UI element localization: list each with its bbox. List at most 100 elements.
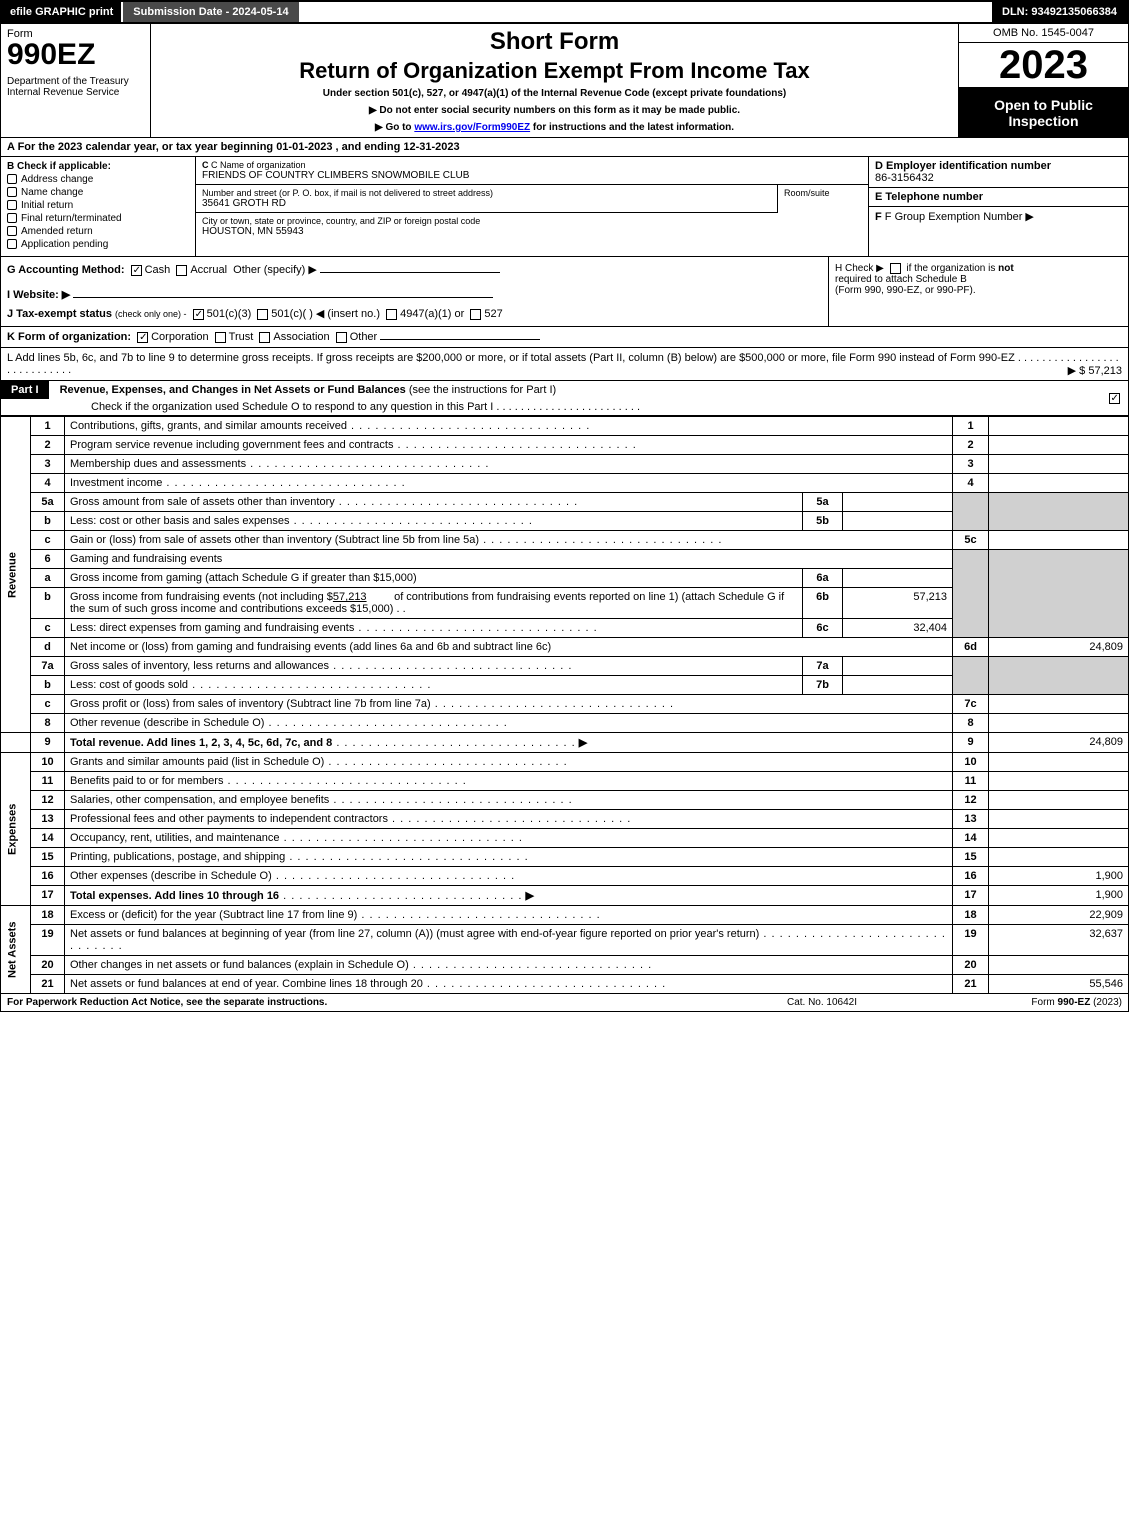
- desc-17: Total expenses. Add lines 10 through 16: [70, 890, 279, 902]
- part1-header-row: Part I Revenue, Expenses, and Changes in…: [0, 381, 1129, 416]
- bullet-2: ▶ Go to www.irs.gov/Form990EZ for instru…: [157, 122, 952, 133]
- cb-cash[interactable]: [131, 265, 142, 276]
- desc-11: Benefits paid to or for members: [70, 775, 467, 787]
- row-13: 13Professional fees and other payments t…: [1, 810, 1129, 829]
- cb-initial-return[interactable]: Initial return: [7, 200, 189, 211]
- cb-name-change[interactable]: Name change: [7, 187, 189, 198]
- row-19: 19Net assets or fund balances at beginni…: [1, 925, 1129, 956]
- cb-501c3[interactable]: [193, 309, 204, 320]
- top-bar: efile GRAPHIC print Submission Date - 20…: [0, 0, 1129, 24]
- addr-cell: Number and street (or P. O. box, if mail…: [196, 185, 778, 213]
- val-21: 55,546: [989, 975, 1129, 994]
- part1-checkbox[interactable]: [1100, 381, 1128, 415]
- cb-corp[interactable]: [137, 332, 148, 343]
- l-gross-receipts: L Add lines 5b, 6c, and 7b to line 9 to …: [0, 348, 1129, 381]
- part1-sub: (see the instructions for Part I): [409, 384, 556, 396]
- c-name-lab-text: C Name of organization: [211, 160, 306, 170]
- submission-date: Submission Date - 2024-05-14: [121, 2, 298, 22]
- desc-5c: Gain or (loss) from sale of assets other…: [70, 534, 722, 546]
- e-phone-cell: E Telephone number: [869, 188, 1128, 207]
- row-12: 12Salaries, other compensation, and empl…: [1, 791, 1129, 810]
- desc-3: Membership dues and assessments: [70, 458, 489, 470]
- cb-trust[interactable]: [215, 332, 226, 343]
- cb-other-org[interactable]: [336, 332, 347, 343]
- val-6d: 24,809: [989, 638, 1129, 657]
- h-text3: required to attach Schedule B: [835, 274, 967, 285]
- under-section-text: Under section 501(c), 527, or 4947(a)(1)…: [157, 88, 952, 99]
- cb-app-pending[interactable]: Application pending: [7, 239, 189, 250]
- g-label: G Accounting Method:: [7, 264, 125, 276]
- k-other: Other: [350, 331, 378, 343]
- org-name: FRIENDS OF COUNTRY CLIMBERS SNOWMOBILE C…: [202, 170, 862, 181]
- row-4: 4Investment income4: [1, 474, 1129, 493]
- k-other-line[interactable]: [380, 339, 540, 340]
- desc-20: Other changes in net assets or fund bala…: [70, 959, 652, 971]
- tax-year: 2023: [959, 43, 1128, 88]
- val-19: 32,637: [989, 925, 1129, 956]
- k-assoc: Association: [273, 331, 329, 343]
- side-revenue: Revenue: [1, 417, 31, 733]
- k-form-org: K Form of organization: Corporation Trus…: [0, 327, 1129, 348]
- l-amount: ▶ $ 57,213: [1068, 364, 1122, 377]
- desc-1: Contributions, gifts, grants, and simila…: [70, 420, 590, 432]
- irs-link[interactable]: www.irs.gov/Form990EZ: [414, 122, 530, 133]
- val-6c: 32,404: [843, 619, 953, 638]
- desc-2: Program service revenue including govern…: [70, 439, 637, 451]
- cb-label: Final return/terminated: [21, 213, 122, 224]
- row-7a: 7aGross sales of inventory, less returns…: [1, 657, 1129, 676]
- part1-check-text: Check if the organization used Schedule …: [91, 401, 493, 413]
- part1-table: Revenue 1Contributions, gifts, grants, a…: [0, 416, 1129, 994]
- cb-assoc[interactable]: [259, 332, 270, 343]
- short-form-title: Short Form: [157, 28, 952, 56]
- row-2: 2Program service revenue including gover…: [1, 436, 1129, 455]
- addr-label: Number and street (or P. O. box, if mail…: [202, 188, 771, 198]
- cb-address-change[interactable]: Address change: [7, 174, 189, 185]
- omb-number: OMB No. 1545-0047: [959, 24, 1128, 43]
- website-line[interactable]: [73, 297, 493, 298]
- h-text2: if the organization is: [906, 263, 998, 274]
- desc-5a: Gross amount from sale of assets other t…: [70, 496, 578, 508]
- desc-19: Net assets or fund balances at beginning…: [70, 928, 946, 952]
- h-not: not: [998, 263, 1014, 274]
- j-501c3: 501(c)(3): [207, 308, 252, 320]
- cb-527[interactable]: [470, 309, 481, 320]
- efile-print-label[interactable]: efile GRAPHIC print: [2, 2, 121, 22]
- row-1: Revenue 1Contributions, gifts, grants, a…: [1, 417, 1129, 436]
- val-6b: 57,213: [843, 588, 953, 619]
- row-18: Net Assets 18Excess or (deficit) for the…: [1, 906, 1129, 925]
- dept-label: Department of the Treasury Internal Reve…: [7, 76, 144, 98]
- desc-7b: Less: cost of goods sold: [70, 679, 431, 691]
- cb-accrual[interactable]: [176, 265, 187, 276]
- desc-5b: Less: cost or other basis and sales expe…: [70, 515, 533, 527]
- row-16: 16Other expenses (describe in Schedule O…: [1, 867, 1129, 886]
- part1-title: Revenue, Expenses, and Changes in Net As…: [60, 384, 406, 396]
- cb-amended[interactable]: Amended return: [7, 226, 189, 237]
- j-label: J Tax-exempt status: [7, 308, 112, 320]
- g-cash: Cash: [145, 264, 171, 276]
- row-10: Expenses 10Grants and similar amounts pa…: [1, 753, 1129, 772]
- f-label: F F Group Exemption Number ▶: [875, 210, 1122, 223]
- city-cell: City or town, state or province, country…: [196, 213, 868, 240]
- desc-12: Salaries, other compensation, and employ…: [70, 794, 573, 806]
- row-8: 8Other revenue (describe in Schedule O)8: [1, 714, 1129, 733]
- desc-8: Other revenue (describe in Schedule O): [70, 717, 508, 729]
- part1-title-wrap: Part I Revenue, Expenses, and Changes in…: [1, 381, 1100, 415]
- room-label: Room/suite: [784, 188, 862, 198]
- footer-right: Form 990-EZ (2023): [922, 997, 1122, 1008]
- cb-final-return[interactable]: Final return/terminated: [7, 213, 189, 224]
- i-label: I Website: ▶: [7, 289, 70, 301]
- dln-label: DLN: 93492135066384: [992, 2, 1127, 22]
- desc-4: Investment income: [70, 477, 406, 489]
- g-other-line[interactable]: [320, 272, 500, 273]
- f-group-cell: F F Group Exemption Number ▶: [869, 207, 1128, 256]
- val-16: 1,900: [989, 867, 1129, 886]
- cb-h[interactable]: [890, 263, 901, 274]
- cb-label: Application pending: [21, 239, 108, 250]
- desc-18: Excess or (deficit) for the year (Subtra…: [70, 909, 601, 921]
- desc-10: Grants and similar amounts paid (list in…: [70, 756, 568, 768]
- val-18: 22,909: [989, 906, 1129, 925]
- cb-4947[interactable]: [386, 309, 397, 320]
- side-netassets: Net Assets: [1, 906, 31, 994]
- cb-501c[interactable]: [257, 309, 268, 320]
- return-title: Return of Organization Exempt From Incom…: [157, 58, 952, 84]
